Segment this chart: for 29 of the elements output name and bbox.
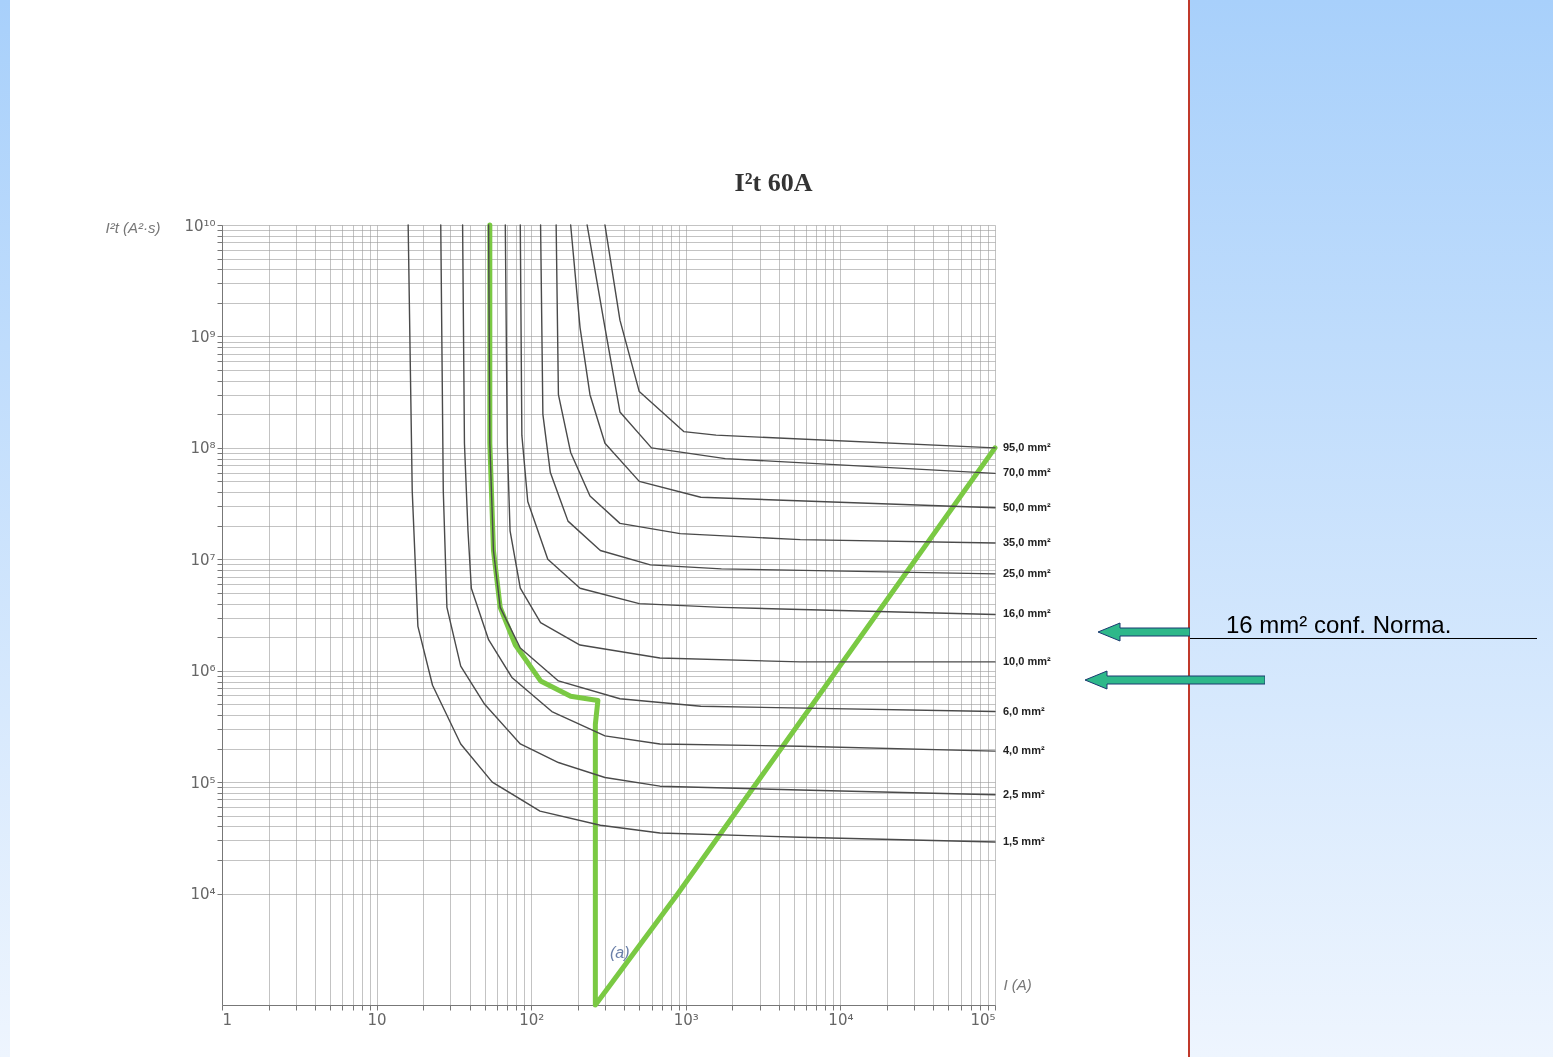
x-tick-label: 10² [519, 1010, 545, 1029]
x-axis-title: I (A) [1003, 975, 1032, 993]
y-tick-label: 10¹⁰ [184, 216, 216, 235]
y-axis-title: I²t (A²·s) [105, 218, 161, 236]
series-label: 4,0 mm² [1003, 744, 1045, 757]
series-label: 1,5 mm² [1003, 835, 1045, 848]
series-label: 25,0 mm² [1003, 566, 1052, 579]
x-tick-label: 10 [367, 1010, 387, 1029]
y-tick-label: 10⁴ [190, 885, 216, 904]
series-label: 2,5 mm² [1003, 787, 1045, 800]
y-tick-label: 10⁶ [190, 662, 216, 681]
series-label: 16,0 mm² [1003, 607, 1052, 620]
x-tick-label: 10⁵ [970, 1010, 996, 1029]
series-label: 35,0 mm² [1003, 536, 1052, 548]
annotation: (a) [610, 944, 630, 961]
x-tick-label: 10⁴ [828, 1010, 854, 1029]
series-label: 95,0 mm² [1003, 440, 1052, 453]
series-label: 6,0 mm² [1003, 704, 1045, 717]
y-tick-label: 10⁷ [190, 550, 216, 569]
x-tick-label: 10³ [673, 1010, 699, 1029]
y-tick-label: 10⁵ [190, 773, 216, 792]
y-tick-label: 10⁹ [190, 327, 216, 346]
y-tick-label: 10⁸ [190, 439, 216, 458]
chart-title: I²t 60A [734, 168, 813, 197]
series-label: 50,0 mm² [1003, 500, 1052, 513]
x-tick-label: 1 [222, 1010, 233, 1029]
series-label: 10,0 mm² [1003, 654, 1052, 667]
series-label: 70,0 mm² [1003, 466, 1052, 479]
text: 16 mm² conf. Norma. [1190, 611, 1537, 639]
